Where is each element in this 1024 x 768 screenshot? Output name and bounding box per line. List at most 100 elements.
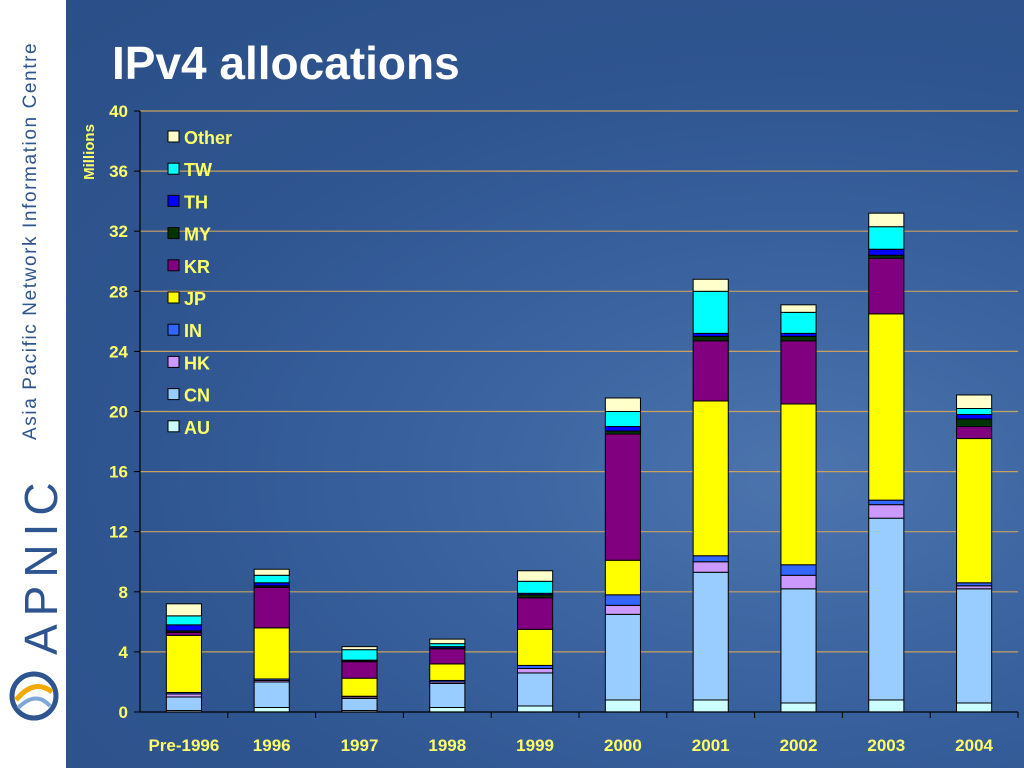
x-tick-label: 2001: [692, 736, 730, 755]
bar-segment-hk: [692, 561, 729, 573]
x-tick-label: 2000: [604, 736, 642, 755]
bar-segment-cn: [253, 681, 290, 708]
bar-segment-hk: [604, 604, 641, 615]
page-number: 3: [8, 744, 16, 760]
bar-segment-au: [253, 706, 290, 713]
bar-segment-jp: [868, 313, 905, 501]
bar-segment-jp: [517, 628, 554, 666]
legend-label-my: MY: [184, 225, 211, 245]
bar-segment-kr: [692, 340, 729, 402]
legend-label-other: Other: [184, 128, 232, 148]
bar-segment-cn: [692, 571, 729, 701]
bar-segment-kr: [253, 586, 290, 629]
bar-segment-tw: [165, 615, 202, 626]
bar-segment-cn: [429, 682, 466, 708]
bar-segment-in: [692, 555, 729, 563]
legend-swatch-my: [167, 227, 180, 240]
bar-segment-au: [429, 706, 466, 713]
legend-swatch-th: [167, 194, 180, 207]
x-tick-label: 1996: [253, 736, 291, 755]
bar-segment-kr: [517, 597, 554, 630]
bar-segment-hk: [780, 574, 817, 590]
bar-segment-other: [868, 212, 905, 228]
y-tick-label: 8: [119, 583, 128, 602]
bar-segment-kr: [956, 426, 993, 440]
bar-segment-tw: [692, 290, 729, 334]
bar-segment-my: [780, 335, 817, 342]
bar-segment-tw: [868, 226, 905, 250]
y-tick-label: 24: [109, 342, 128, 361]
bar-segment-jp: [165, 634, 202, 693]
legend-label-hk: HK: [184, 353, 210, 373]
legend-swatch-au: [167, 420, 180, 433]
bar-segment-au: [517, 705, 554, 713]
y-tick-label: 12: [109, 523, 128, 542]
bar-segment-other: [956, 394, 993, 409]
bar-segment-kr: [780, 340, 817, 405]
legend-label-tw: TW: [184, 160, 212, 180]
bar-segment-in: [868, 499, 905, 506]
bar-segment-jp: [341, 677, 378, 697]
bar-segment-jp: [956, 438, 993, 584]
bar-segment-my: [956, 418, 993, 428]
bar-segment-au: [868, 699, 905, 713]
bar-segment-jp: [429, 663, 466, 681]
legend-label-kr: KR: [184, 257, 210, 277]
y-tick-label: 4: [119, 643, 129, 662]
bar-segment-in: [604, 594, 641, 606]
legend-label-jp: JP: [184, 289, 206, 309]
legend-swatch-in: [167, 323, 180, 336]
legend-swatch-kr: [167, 259, 180, 272]
bar-segment-in: [780, 564, 817, 576]
bar-segment-other: [692, 278, 729, 292]
y-axis-label: Millions: [81, 124, 98, 180]
y-tick-label: 36: [109, 162, 128, 181]
bar-segment-other: [253, 568, 290, 576]
x-tick-label: Pre-1996: [148, 736, 219, 755]
x-tick-label: 2002: [780, 736, 818, 755]
bar-segment-kr: [341, 661, 378, 679]
bar-segment-hk: [868, 504, 905, 519]
bar-segment-au: [692, 699, 729, 713]
bar-segment-tw: [517, 580, 554, 594]
bar-segment-hk: [517, 667, 554, 674]
y-tick-label: 16: [109, 463, 128, 482]
bar-segment-th: [604, 426, 641, 432]
bar-segment-tw: [956, 407, 993, 416]
bar-segment-my: [692, 335, 729, 342]
bar-segment-tw: [780, 311, 817, 334]
bar-segment-jp: [253, 627, 290, 680]
bar-segment-au: [956, 702, 993, 713]
y-tick-label: 28: [109, 282, 128, 301]
bar-segment-kr: [429, 648, 466, 665]
x-tick-label: 2003: [867, 736, 905, 755]
bar-segment-au: [780, 702, 817, 713]
legend-swatch-hk: [167, 355, 180, 368]
bar-segment-jp: [604, 559, 641, 596]
bar-segment-other: [517, 570, 554, 582]
apnic-logo-icon: [9, 671, 59, 721]
bar-segment-other: [341, 646, 378, 651]
y-tick-label: 40: [109, 102, 128, 121]
bar-segment-tw: [253, 574, 290, 584]
bar-segment-th: [165, 624, 202, 632]
bar-segment-jp: [780, 403, 817, 566]
bar-segment-au: [604, 699, 641, 713]
x-tick-label: 1999: [516, 736, 554, 755]
bar-segment-cn: [604, 613, 641, 701]
legend-label-au: AU: [184, 418, 210, 438]
legend-swatch-other: [167, 130, 180, 143]
y-tick-label: 0: [119, 703, 128, 722]
bar-segment-th: [956, 414, 993, 420]
legend-label-in: IN: [184, 321, 202, 341]
bar-segment-cn: [780, 588, 817, 704]
x-tick-label: 1997: [341, 736, 379, 755]
legend-label-cn: CN: [184, 386, 210, 406]
legend-label-th: TH: [184, 192, 208, 212]
bar-segment-kr: [604, 433, 641, 561]
y-tick-label: 32: [109, 222, 128, 241]
brand-sidebar: [0, 0, 66, 768]
bar-segment-cn: [341, 697, 378, 711]
